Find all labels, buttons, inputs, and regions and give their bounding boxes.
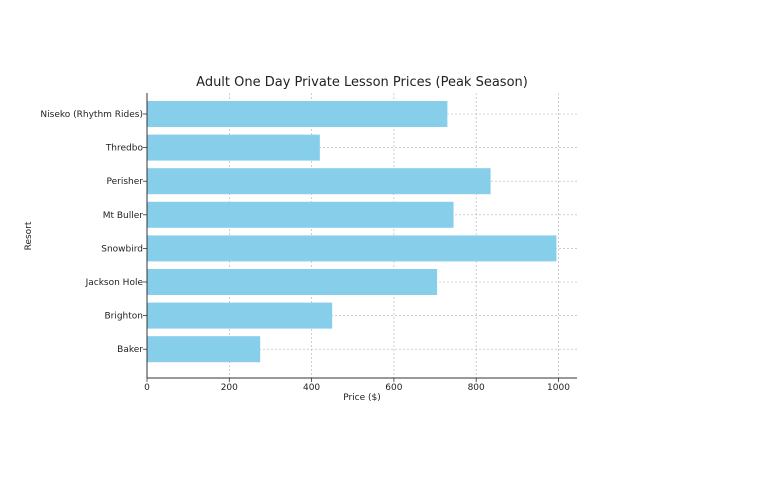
y-tick-label: Snowbird	[101, 244, 143, 254]
chart-title: Adult One Day Private Lesson Prices (Pea…	[196, 75, 528, 90]
bar	[147, 201, 454, 228]
x-tick-label: 1000	[547, 383, 570, 393]
y-tick-label: Mt Buller	[103, 211, 144, 221]
y-tick-label: Baker	[117, 345, 143, 355]
y-ticks: Niseko (Rhythm Rides) Thredbo Perisher Mt B…	[40, 110, 147, 355]
y-axis-label: Resort	[24, 221, 34, 250]
y-tick-label: Perisher	[107, 177, 144, 187]
y-tick-label: Jackson Hole	[85, 278, 144, 288]
x-tick-label: 200	[221, 383, 238, 393]
bar	[147, 168, 491, 195]
bar	[147, 336, 261, 363]
x-tick-label: 600	[385, 383, 402, 393]
x-tick-label: 400	[303, 383, 320, 393]
bar	[147, 302, 333, 329]
x-ticks: 0 200 400 600 800 1000	[144, 378, 570, 393]
bar	[147, 235, 557, 262]
x-tick-label: 0	[144, 383, 150, 393]
x-axis-label: Price ($)	[343, 393, 381, 403]
y-tick-label: Niseko (Rhythm Rides)	[40, 110, 143, 120]
y-tick-label: Thredbo	[105, 144, 144, 154]
bar	[147, 101, 448, 127]
x-tick-label: 800	[468, 383, 485, 393]
bar	[147, 134, 320, 161]
bar	[147, 269, 438, 295]
bars	[147, 101, 557, 363]
y-tick-label: Brighton	[104, 312, 143, 322]
